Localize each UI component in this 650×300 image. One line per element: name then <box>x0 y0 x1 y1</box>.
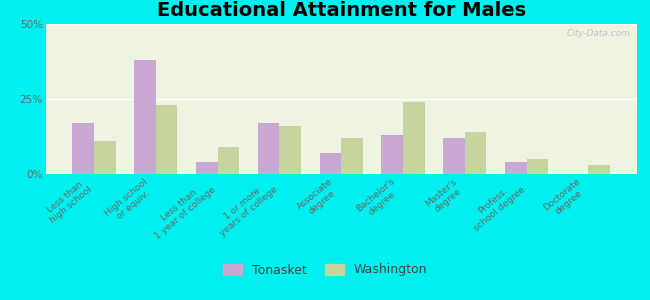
Bar <box>588 165 610 174</box>
Bar <box>505 162 526 174</box>
Bar <box>196 162 218 174</box>
Bar <box>258 123 280 174</box>
Legend: Tonasket, Washington: Tonasket, Washington <box>218 259 432 281</box>
Bar <box>280 126 301 174</box>
Bar <box>218 147 239 174</box>
Bar <box>94 141 116 174</box>
Title: Educational Attainment for Males: Educational Attainment for Males <box>157 1 526 20</box>
Bar <box>526 159 549 174</box>
Bar <box>382 135 403 174</box>
Bar <box>341 138 363 174</box>
Bar <box>465 132 486 174</box>
Bar <box>134 60 156 174</box>
Bar <box>156 105 177 174</box>
Bar <box>72 123 94 174</box>
Bar <box>320 153 341 174</box>
Bar <box>403 102 424 174</box>
Bar <box>443 138 465 174</box>
Text: City-Data.com: City-Data.com <box>567 28 631 38</box>
